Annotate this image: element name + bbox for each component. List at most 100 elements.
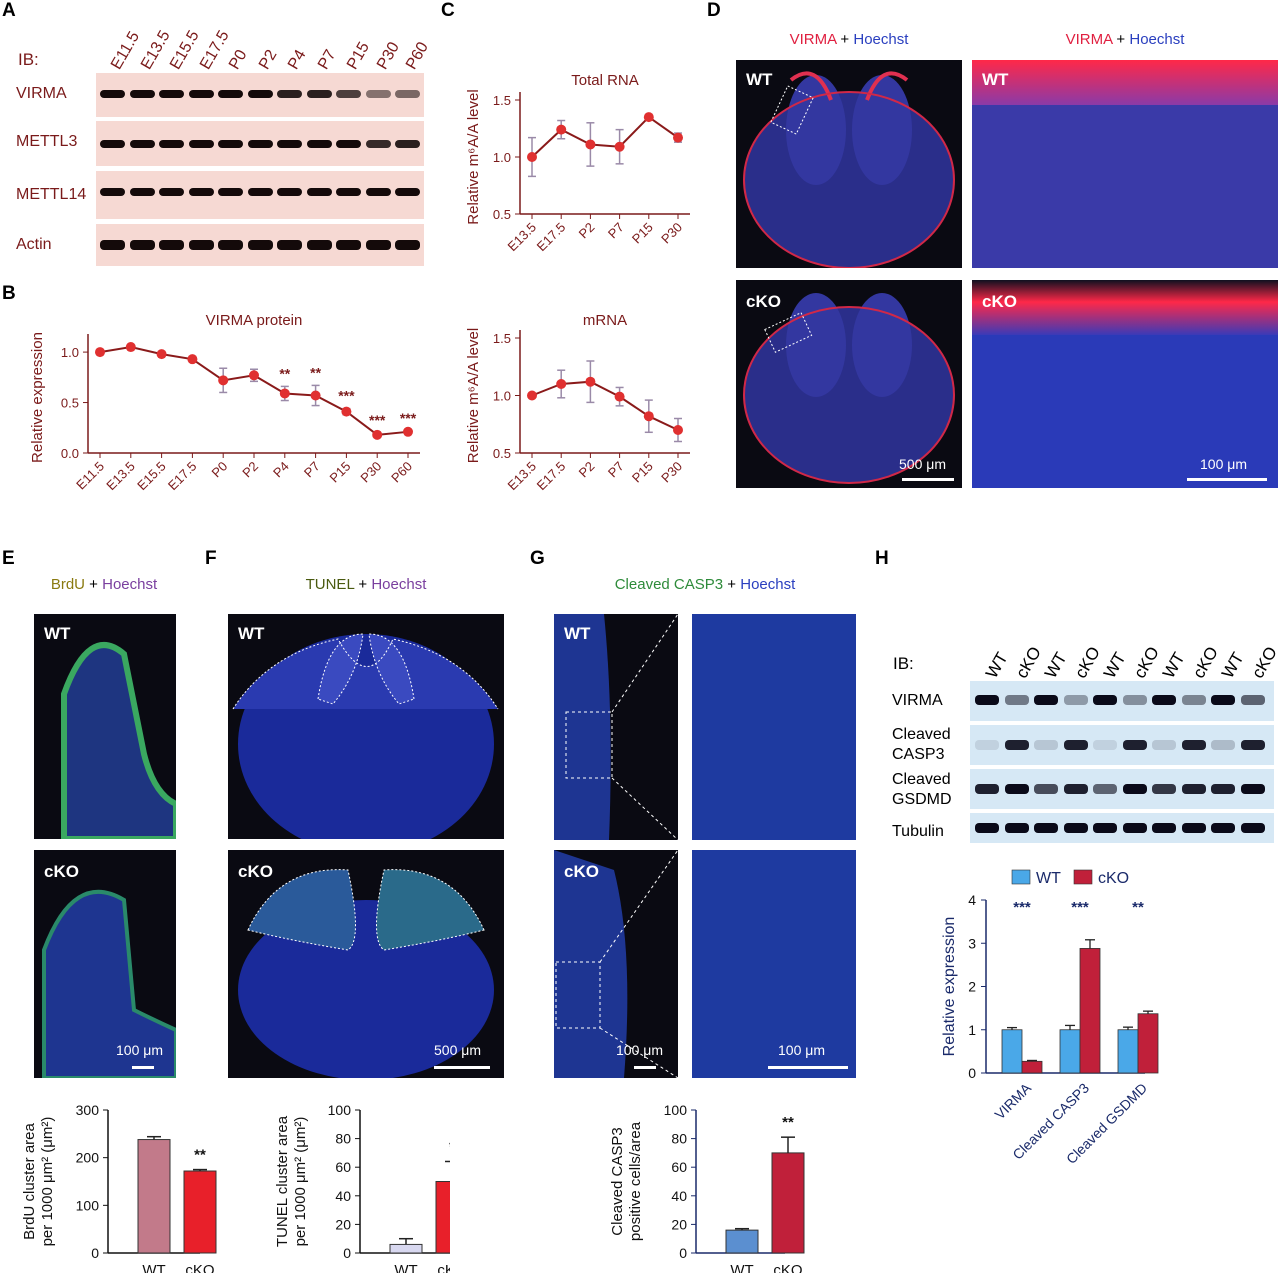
d-scalebar-left [902,478,954,481]
blot-band [1093,784,1117,794]
y-axis-label: Relative m⁶A/A level [465,328,482,463]
data-point [556,124,567,135]
d-scale-left: 500 μm [899,456,946,472]
y-tick-label: 1.5 [493,331,511,346]
micro-d-cko-zoom: cKO 100 μm [972,280,1278,488]
significance-mark: *** [338,388,355,404]
legend-label: WT [1036,870,1061,887]
blot-band [1093,695,1117,705]
blot-band [1152,823,1176,833]
x-tick-label: E17.5 [165,459,200,494]
lane-label: cKO [1247,643,1280,682]
x-tick-label: E17.5 [534,459,569,494]
blot-band [1063,695,1088,705]
data-point [643,112,654,123]
x-tick-label: E15.5 [134,459,169,494]
x-tick-label: P2 [239,459,261,481]
d-scale-right: 100 μm [1200,456,1247,472]
y-tick-label: 0 [968,1065,976,1081]
bar [389,1243,423,1254]
lane-label: WT [982,649,1012,682]
data-point [585,139,596,150]
blot-band [100,188,125,196]
x-tick-label: E13.5 [504,459,539,494]
blot-band [188,240,214,250]
x-tick-label: cKO [185,1262,214,1273]
e-title: BrdU + Hoechst [50,576,158,593]
blot-band [975,784,999,794]
micro-g-cko-zoom: 100 μm [692,850,856,1078]
blot-band [159,188,184,196]
chart-title: Total RNA [571,72,639,89]
blot-band [188,188,214,196]
significance-mark: ** [782,1114,794,1131]
x-tick-label: P2 [576,220,598,242]
blot-band [247,188,273,196]
blot-band [100,240,125,250]
y-tick-label: 0 [679,1245,687,1261]
x-tick-label: E13.5 [103,459,138,494]
f-scalebar [434,1066,490,1069]
blot-band [336,188,361,196]
x-tick-label: E17.5 [534,220,569,255]
panel-letter-d: D [707,0,721,21]
panel-letter-b: B [2,283,16,304]
data-point [527,390,537,401]
data-point [279,388,290,399]
data-point [643,411,654,422]
legend-swatch [1073,869,1093,885]
lane-label: WT [1041,649,1071,682]
x-tick-label: cKO [773,1262,802,1273]
blot-band [1211,784,1235,794]
blot-band [1181,695,1206,705]
blot-band [395,188,420,196]
e-wt-label: WT [44,624,71,643]
micro-d-cko-overview: cKO 500 μm [736,280,962,488]
x-tick-label: P15 [629,459,656,486]
y-tick-label: 80 [335,1131,351,1147]
d-title-left: VIRMA + Hoechst [789,31,909,48]
micro-f-cko: cKO 500 μm [228,850,504,1078]
blot-band [336,90,361,98]
y-tick-label: 100 [664,1102,688,1118]
bar [183,1170,217,1254]
y-axis-label: per 1000 μm² (μm²) [39,1117,56,1247]
y-tick-label: 300 [76,1102,100,1118]
data-point [614,141,625,152]
blot-band [1122,784,1147,794]
lane-label: P4 [285,47,310,73]
series-line [531,115,679,158]
data-point [673,425,683,435]
blot-band [1034,823,1058,833]
y-tick-label: 100 [76,1197,100,1213]
h-ib-label: IB: [893,654,914,673]
blot-band [218,140,243,148]
micro-g-cko: cKO 100 μm [554,850,678,1078]
micro-e-cko: cKO 100 μm [34,850,176,1078]
lane-label: P60 [403,39,432,73]
g-cko-label: cKO [564,862,599,881]
panel-letter-h: H [875,548,889,569]
blot-band [395,90,420,98]
x-tick-label: P30 [658,459,685,486]
data-point [218,375,229,386]
panel-letter-c: C [441,0,455,21]
x-tick-label: WT [730,1262,753,1273]
lane-label: WT [1159,649,1189,682]
lane-label: P7 [314,47,340,73]
bar [1117,1029,1139,1074]
data-point [527,152,537,162]
data-point [341,406,352,417]
blot-band [277,90,302,98]
significance-mark: *** [369,412,386,428]
blot-band [336,240,361,250]
row-label: VIRMA [892,692,943,709]
blot-band [365,188,391,196]
blot-band [1004,695,1029,705]
d-wt-zoom-label: WT [982,70,1009,89]
data-point [403,426,413,437]
blot-band [1181,740,1206,750]
blot-band [188,140,214,148]
blot-band [1240,823,1265,833]
